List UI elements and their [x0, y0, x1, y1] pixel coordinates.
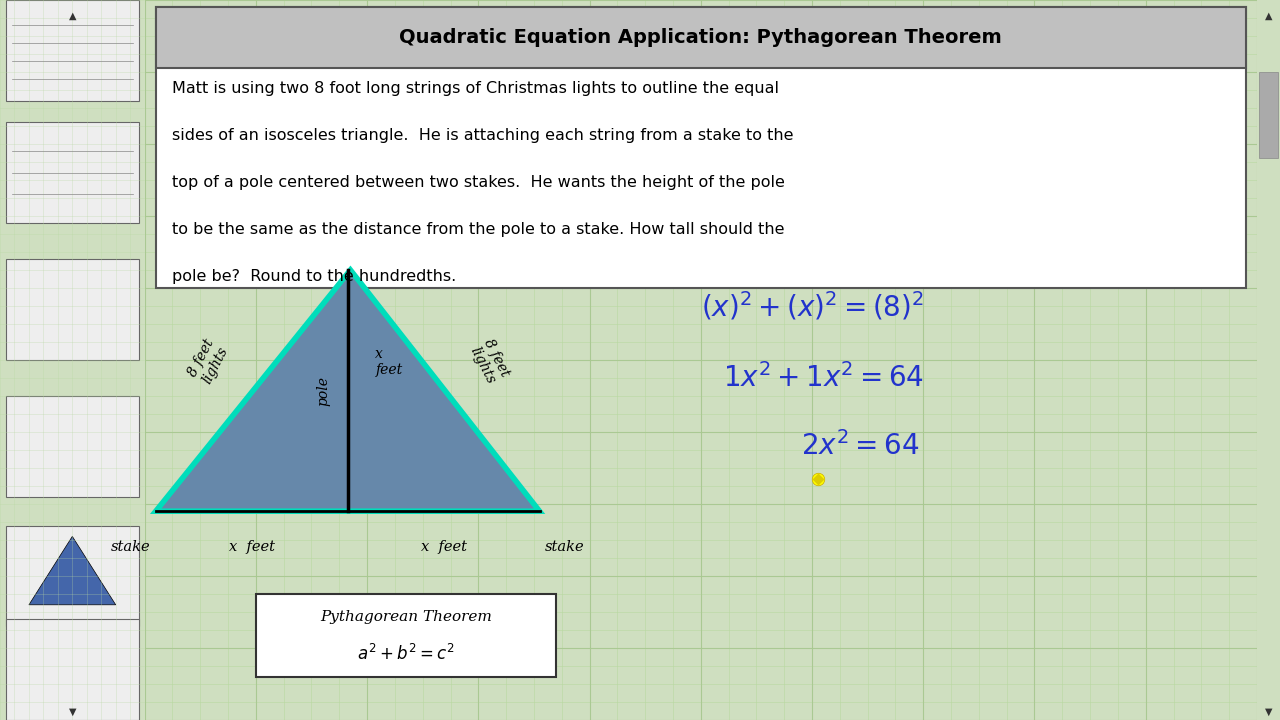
Text: $2x^2 = 64$: $2x^2 = 64$: [801, 431, 919, 462]
Polygon shape: [29, 536, 115, 605]
FancyBboxPatch shape: [6, 0, 138, 101]
Text: pole be?  Round to the hundredths.: pole be? Round to the hundredths.: [173, 269, 457, 284]
FancyBboxPatch shape: [6, 526, 138, 626]
Text: to be the same as the distance from the pole to a stake. How tall should the: to be the same as the distance from the …: [173, 222, 785, 237]
FancyBboxPatch shape: [6, 396, 138, 497]
Text: x
feet: x feet: [375, 347, 403, 377]
Text: sides of an isosceles triangle.  He is attaching each string from a stake to the: sides of an isosceles triangle. He is at…: [173, 128, 794, 143]
FancyBboxPatch shape: [6, 122, 138, 223]
Text: x  feet: x feet: [229, 540, 275, 554]
Text: stake: stake: [110, 540, 150, 554]
Bar: [256, 594, 557, 677]
Bar: [156, 7, 1245, 68]
Text: $(x)^2 + (x)^2 = (8)^2$: $(x)^2 + (x)^2 = (8)^2$: [701, 289, 924, 323]
Text: Matt is using two 8 foot long strings of Christmas lights to outline the equal: Matt is using two 8 foot long strings of…: [173, 81, 780, 96]
Text: ▲: ▲: [69, 11, 76, 21]
Text: $1x^2 + 1x^2 = 64$: $1x^2 + 1x^2 = 64$: [723, 363, 924, 393]
Text: x  feet: x feet: [421, 540, 467, 554]
FancyBboxPatch shape: [1260, 72, 1277, 158]
Text: $a^2 + b^2 = c^2$: $a^2 + b^2 = c^2$: [357, 644, 454, 664]
Text: ▲: ▲: [1265, 11, 1272, 21]
Text: Quadratic Equation Application: Pythagorean Theorem: Quadratic Equation Application: Pythagor…: [399, 28, 1002, 48]
Text: 8 feet
lights: 8 feet lights: [467, 337, 512, 387]
Polygon shape: [156, 270, 539, 511]
FancyBboxPatch shape: [6, 619, 138, 720]
Text: pole: pole: [316, 376, 330, 405]
Bar: [156, 7, 1245, 288]
Text: Pythagorean Theorem: Pythagorean Theorem: [320, 610, 492, 624]
Text: stake: stake: [545, 540, 585, 554]
Text: 8 feet
lights: 8 feet lights: [186, 337, 232, 387]
Text: ▼: ▼: [1265, 706, 1272, 716]
Text: ▼: ▼: [69, 706, 76, 716]
Text: top of a pole centered between two stakes.  He wants the height of the pole: top of a pole centered between two stake…: [173, 175, 786, 190]
FancyBboxPatch shape: [6, 259, 138, 360]
